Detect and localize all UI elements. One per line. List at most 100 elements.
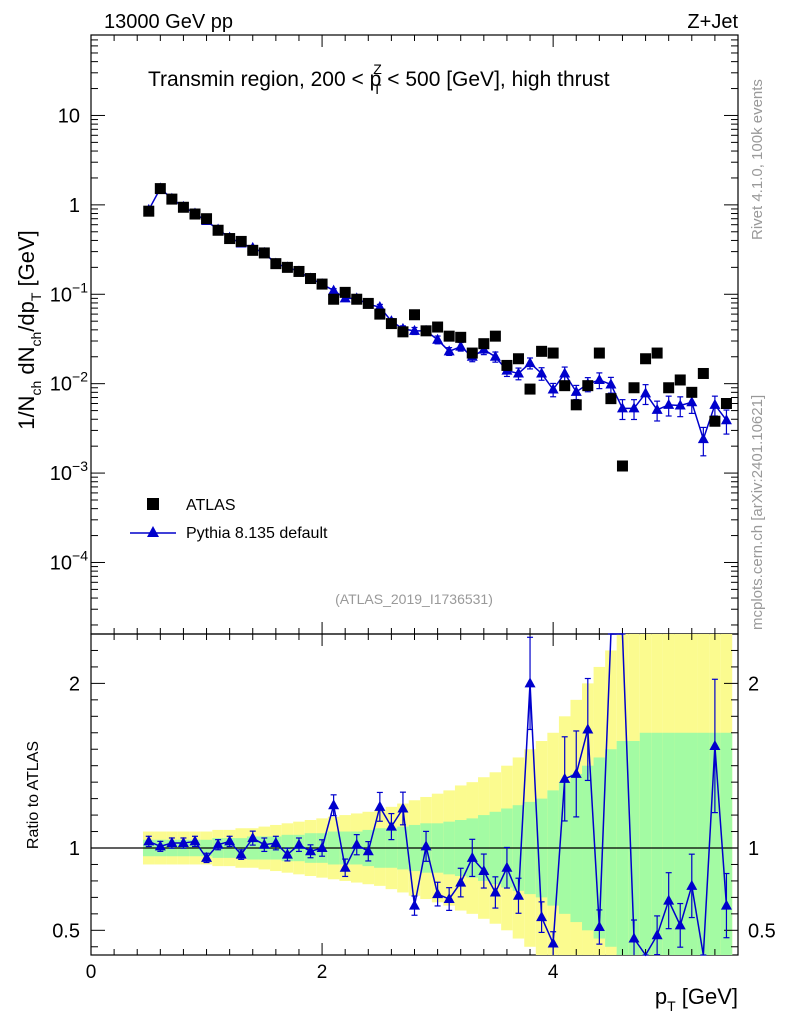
ratio-band-inner (674, 732, 687, 955)
mc-point (640, 387, 652, 398)
atlas-point (663, 382, 675, 394)
ratio-point (478, 865, 490, 876)
ratio-point (674, 919, 686, 930)
ratio-point (374, 800, 386, 811)
ratio-y-tick-label-right: 1 (748, 838, 759, 860)
atlas-point (143, 205, 155, 217)
mc-point (489, 350, 501, 361)
atlas-point (628, 382, 640, 394)
ratio-point (201, 851, 213, 862)
atlas-point (374, 308, 386, 320)
ratio-point (212, 838, 224, 849)
mc-point (570, 385, 582, 396)
mc-series-line (148, 187, 728, 442)
ratio-band-inner (639, 732, 652, 955)
mc-point (663, 398, 675, 409)
ratio-point (432, 888, 444, 899)
ratio-point (501, 861, 513, 872)
mc-point (593, 373, 605, 384)
atlas-point (362, 297, 374, 309)
atlas-point (385, 318, 397, 330)
ratio-band-inner (697, 732, 710, 955)
ratio-point (536, 911, 548, 922)
mc-point (628, 402, 640, 413)
ratio-point (166, 837, 178, 848)
plot-title: Transmin region, 200 < pZ T < 500 [GeV], … (148, 61, 610, 97)
ratio-point (593, 921, 605, 932)
atlas-point (201, 213, 213, 225)
atlas-point (512, 353, 524, 365)
atlas-point (536, 345, 548, 357)
atlas-point (258, 247, 270, 259)
atlas-point (443, 330, 455, 342)
mc-point (686, 396, 698, 407)
atlas-point (651, 347, 663, 359)
main-y-axis-title: 1/Nch dNch/dpT [GeV] (14, 230, 44, 430)
ratio-point (651, 929, 663, 940)
mc-point (559, 367, 571, 378)
ratio-mc-series (143, 633, 732, 957)
atlas-point (674, 374, 686, 386)
ratio-point (686, 879, 698, 890)
y-tick-label: 10−2 (50, 369, 88, 396)
atlas-point (616, 460, 628, 472)
atlas-point (640, 353, 652, 365)
atlas-point (166, 193, 178, 205)
ratio-y-axis-title: Ratio to ATLAS (25, 741, 42, 849)
ratio-point (305, 845, 317, 856)
ratio-y-tick-label-right: 0.5 (748, 920, 776, 942)
ratio-point (224, 835, 236, 846)
atlas-point (316, 278, 328, 290)
atlas-point (339, 286, 351, 298)
ratio-point (570, 767, 582, 778)
atlas-point (281, 261, 293, 273)
main-mc-series (143, 182, 732, 457)
ratio-band-inner (662, 732, 675, 955)
ratio-point (455, 876, 467, 887)
ratio-point (409, 899, 420, 910)
ratio-point (547, 937, 559, 948)
ratio-point (189, 835, 201, 846)
ratio-point (328, 799, 340, 810)
ratio-point (709, 739, 721, 750)
x-axis-title: pT [GeV] (655, 984, 738, 1014)
atlas-point (709, 415, 721, 427)
ratio-point (177, 837, 189, 848)
ratio-point (385, 820, 397, 831)
y-tick-label: 10 (58, 105, 80, 127)
x-tick-label: 0 (86, 962, 97, 983)
atlas-point (720, 398, 732, 410)
atlas-point (582, 380, 594, 392)
y-tick-label: 10−3 (50, 458, 88, 485)
atlas-point (432, 321, 444, 333)
ratio-point (720, 899, 732, 910)
main-data-series (143, 183, 732, 472)
ratio-point (154, 840, 166, 851)
ratio-point (247, 832, 259, 843)
mc-point (328, 284, 340, 295)
legend-atlas-marker (147, 498, 159, 510)
ratio-point (443, 893, 455, 904)
atlas-point (189, 208, 201, 220)
legend-pythia-marker (147, 526, 159, 537)
mc-point (720, 414, 732, 425)
ratio-y-tick-label-right: 2 (748, 673, 759, 695)
energy-label: 13000 GeV pp (104, 11, 233, 33)
rivet-label: Rivet 4.1.0, 100k events (749, 79, 766, 240)
atlas-point (547, 347, 559, 359)
ratio-y-tick-label: 2 (69, 673, 80, 695)
ratio-point (281, 848, 293, 859)
legend-pythia-label: Pythia 8.135 default (186, 525, 328, 542)
atlas-point (397, 326, 409, 338)
y-tick-label: 10−4 (50, 547, 88, 574)
atlas-point (478, 338, 490, 350)
ratio-point (258, 838, 270, 849)
mc-point (605, 378, 617, 389)
ratio-point (489, 886, 501, 897)
ratio-point (663, 894, 675, 905)
ratio-point (316, 842, 328, 852)
ratio-band-inner (720, 732, 733, 955)
mc-point (455, 340, 467, 351)
atlas-point (466, 347, 478, 359)
analysis-id-label: (ATLAS_2019_I1736531) (335, 591, 493, 607)
